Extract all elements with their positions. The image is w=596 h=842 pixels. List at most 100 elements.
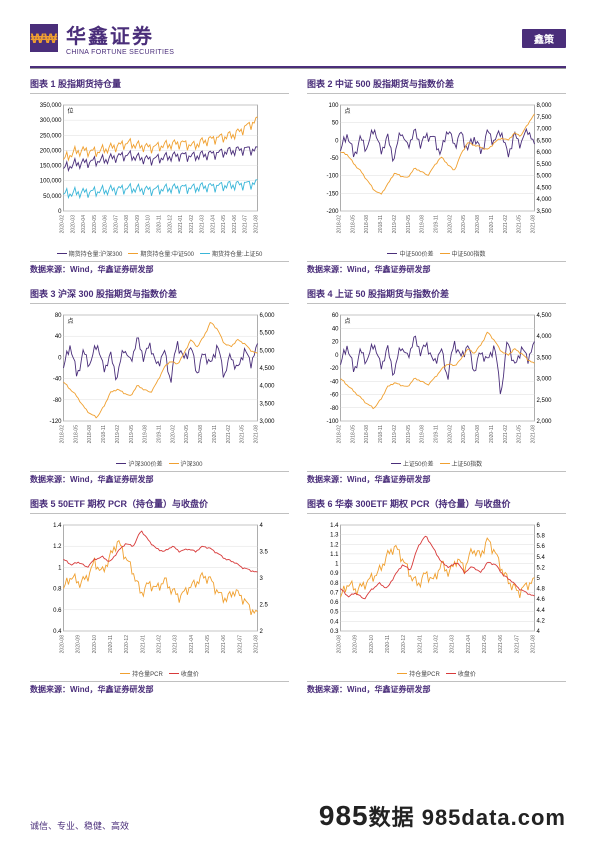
chart-area: -120-80-40040803,0003,5004,0004,5005,000…	[30, 307, 289, 457]
svg-text:5,000: 5,000	[260, 348, 276, 354]
svg-text:2020-02: 2020-02	[170, 425, 176, 444]
svg-text:2.5: 2.5	[260, 603, 269, 609]
chart-c2: 图表 2 中证 500 股指期货与指数价差-200-150-100-500501…	[307, 75, 566, 275]
svg-text:0.7: 0.7	[330, 590, 339, 596]
svg-text:2019-02: 2019-02	[392, 425, 398, 444]
svg-text:2020-12: 2020-12	[401, 635, 407, 654]
svg-text:-120: -120	[49, 419, 62, 425]
svg-text:2021-08: 2021-08	[254, 215, 260, 234]
svg-text:2019-02: 2019-02	[115, 425, 121, 444]
svg-text:2019-11: 2019-11	[434, 215, 440, 233]
svg-text:-40: -40	[53, 377, 62, 383]
svg-text:40: 40	[55, 334, 62, 340]
svg-text:1.4: 1.4	[53, 523, 62, 529]
chart-source: 数据来源：Wind，华鑫证券研发部	[30, 471, 289, 485]
chart-source: 数据来源：Wind，华鑫证券研发部	[30, 261, 289, 275]
svg-text:6,000: 6,000	[260, 313, 276, 319]
svg-text:5.8: 5.8	[537, 534, 546, 540]
logo-icon: ₩₩	[30, 24, 58, 52]
svg-text:2020-09: 2020-09	[135, 215, 141, 234]
svg-text:2021-05: 2021-05	[482, 635, 488, 654]
svg-text:5,500: 5,500	[260, 331, 276, 337]
svg-text:3: 3	[260, 576, 264, 582]
svg-text:2021-04: 2021-04	[189, 635, 195, 654]
svg-text:2019-08: 2019-08	[420, 215, 426, 234]
svg-text:4.4: 4.4	[537, 608, 546, 614]
chart-title: 图表 1 股指期货持仓量	[30, 75, 289, 94]
svg-text:2021-02: 2021-02	[226, 425, 232, 444]
svg-text:2: 2	[260, 629, 264, 635]
svg-text:50: 50	[332, 121, 339, 127]
header-tag: 鑫策	[522, 29, 566, 48]
svg-text:点: 点	[68, 317, 74, 325]
logo-cn: 华鑫证券	[66, 20, 174, 49]
logo-block: ₩₩ 华鑫证券 CHINA FORTUNE SECURITIES	[30, 20, 174, 56]
svg-text:5.4: 5.4	[537, 555, 546, 561]
chart-c4: 图表 4 上证 50 股指期货与指数价差-100-80-60-40-200204…	[307, 285, 566, 485]
svg-text:0: 0	[335, 138, 339, 144]
svg-text:2020-10: 2020-10	[146, 215, 152, 234]
svg-text:200,000: 200,000	[40, 148, 62, 154]
chart-legend: 上证50价差上证50指数	[307, 459, 566, 468]
legend-item: 收盘价	[169, 669, 199, 678]
svg-text:2018-02: 2018-02	[337, 215, 343, 234]
svg-text:4.8: 4.8	[537, 587, 546, 593]
chart-legend: 沪深300价差沪深300	[30, 459, 289, 468]
svg-text:2020-08: 2020-08	[124, 215, 130, 234]
chart-legend: 持仓量PCR收盘价	[30, 669, 289, 678]
sub-rule	[30, 68, 566, 69]
svg-text:100,000: 100,000	[40, 179, 62, 185]
svg-text:2021-02: 2021-02	[157, 635, 163, 654]
svg-text:2021-01: 2021-01	[178, 215, 184, 234]
svg-text:4.6: 4.6	[537, 597, 546, 603]
svg-text:4,000: 4,000	[537, 334, 553, 340]
chart-title: 图表 3 沪深 300 股指期货与指数价差	[30, 285, 289, 304]
svg-text:2020-05: 2020-05	[184, 425, 190, 444]
svg-text:2021-03: 2021-03	[200, 215, 206, 234]
svg-text:2021-01: 2021-01	[417, 635, 423, 654]
chart-legend: 中证500价差中证500指数	[307, 249, 566, 258]
svg-text:2018-05: 2018-05	[73, 425, 79, 444]
svg-text:0: 0	[58, 355, 62, 361]
svg-text:2021-08: 2021-08	[531, 215, 537, 234]
chart-source: 数据来源：Wind，华鑫证券研发部	[307, 681, 566, 695]
svg-text:4,500: 4,500	[260, 366, 276, 372]
svg-text:-150: -150	[326, 191, 339, 197]
svg-text:2021-08: 2021-08	[531, 425, 537, 444]
svg-text:2021-06: 2021-06	[498, 635, 504, 654]
svg-text:2020-11: 2020-11	[212, 425, 218, 443]
chart-title: 图表 6 华泰 300ETF 期权 PCR（持仓量）与收盘价	[307, 495, 566, 514]
svg-text:40: 40	[332, 326, 339, 332]
svg-text:150,000: 150,000	[40, 164, 62, 170]
legend-item: 沪深300	[169, 459, 203, 468]
chart-legend: 期货持仓量:沪深300期货持仓量:中证500期货持仓量:上证50	[30, 249, 289, 258]
chart-source: 数据来源：Wind，华鑫证券研发部	[30, 681, 289, 695]
svg-text:80: 80	[55, 313, 62, 319]
svg-text:-100: -100	[326, 174, 339, 180]
svg-text:3,500: 3,500	[260, 401, 276, 407]
page-header: ₩₩ 华鑫证券 CHINA FORTUNE SECURITIES 鑫策	[0, 0, 596, 64]
svg-text:-100: -100	[326, 419, 339, 425]
svg-text:2021-02: 2021-02	[434, 635, 440, 654]
svg-text:2020-09: 2020-09	[353, 635, 359, 654]
svg-text:3,500: 3,500	[537, 355, 553, 361]
svg-text:0.4: 0.4	[330, 619, 339, 625]
svg-text:5.6: 5.6	[537, 544, 546, 550]
svg-text:1.3: 1.3	[330, 533, 339, 539]
svg-text:2018-11: 2018-11	[378, 425, 384, 443]
logo-text: 华鑫证券 CHINA FORTUNE SECURITIES	[66, 20, 174, 56]
legend-item: 上证50指数	[440, 459, 483, 468]
legend-item: 沪深300价差	[116, 459, 162, 468]
svg-text:350,000: 350,000	[40, 103, 62, 109]
svg-text:2018-08: 2018-08	[364, 215, 370, 234]
svg-text:2020-05: 2020-05	[92, 215, 98, 234]
svg-text:2020-08: 2020-08	[475, 425, 481, 444]
svg-text:6,000: 6,000	[537, 150, 553, 156]
charts-grid: 图表 1 股指期货持仓量050,000100,000150,000200,000…	[0, 75, 596, 695]
svg-text:2020-07: 2020-07	[113, 215, 119, 234]
svg-text:2021-07: 2021-07	[243, 215, 249, 234]
chart-source: 数据来源：Wind，华鑫证券研发部	[307, 261, 566, 275]
svg-text:2019-08: 2019-08	[143, 425, 149, 444]
svg-text:3.5: 3.5	[260, 550, 269, 556]
svg-text:2018-11: 2018-11	[378, 215, 384, 233]
